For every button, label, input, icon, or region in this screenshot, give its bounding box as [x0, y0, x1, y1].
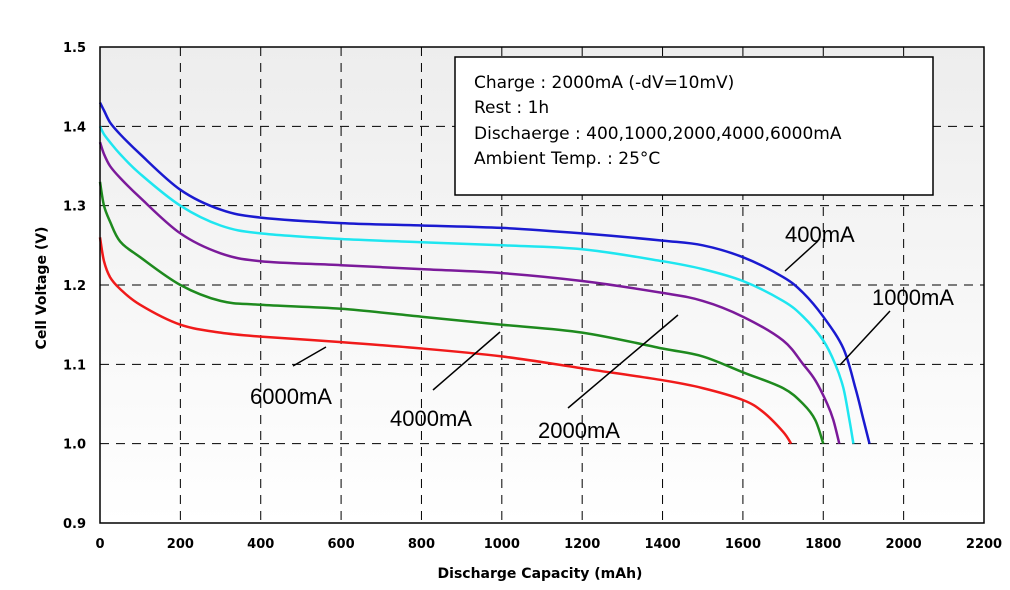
- y-axis-title: Cell Voltage (V): [34, 227, 50, 350]
- x-tick-label: 1400: [644, 537, 680, 552]
- axis-ticks: 0 200 400 600 800 1000 1200 1400 1600 1800 2000 220…: [63, 41, 1002, 552]
- y-tick-label: 1.1: [63, 358, 86, 373]
- y-tick-label: 1.4: [63, 120, 86, 135]
- x-axis-title: Discharge Capacity (mAh): [438, 566, 643, 582]
- x-tick-label: 1600: [725, 537, 761, 552]
- note-discharge: Dischaerge : 400,1000,2000,4000,6000mA: [474, 124, 842, 144]
- x-tick-label: 0: [95, 537, 104, 552]
- label-leader-line: [567, 314, 679, 409]
- x-tick-label: 2000: [886, 537, 922, 552]
- x-tick-label: 1800: [805, 537, 841, 552]
- x-tick-label: 1000: [484, 537, 520, 552]
- label-leader-line: [292, 346, 327, 367]
- series-line-4000mA: [98, 181, 825, 445]
- x-tick-label: 400: [247, 537, 274, 552]
- y-tick-label: 1.3: [63, 200, 86, 215]
- x-tick-label: 1200: [564, 537, 600, 552]
- plot-border: [99, 46, 985, 524]
- series-line-2000mA: [98, 141, 841, 445]
- label-leader-line: [784, 240, 819, 272]
- y-tick-label: 1.5: [63, 41, 86, 56]
- series-labels: 400mA 1000mA 2000mA 4000mA 6000mA: [250, 222, 954, 443]
- x-tick-label: 600: [328, 537, 355, 552]
- x-tick-label: 200: [167, 537, 194, 552]
- x-tick-label: 800: [408, 537, 435, 552]
- series-line-6000mA: [98, 237, 793, 445]
- note-ambient-temp: Ambient Temp. : 25°C: [474, 149, 660, 169]
- y-tick-label: 1.0: [63, 438, 86, 453]
- label-leaders: [292, 240, 891, 409]
- series-label-400mA: 400mA: [785, 222, 855, 247]
- label-leader-line: [839, 310, 891, 366]
- series-line-400mA: [98, 101, 871, 445]
- conditions-box: Charge : 2000mA (-dV=10mV) Rest : 1h Dis…: [454, 56, 934, 196]
- y-tick-label: 1.2: [63, 279, 86, 294]
- series-line-1000mA: [98, 125, 855, 444]
- note-charge: Charge : 2000mA (-dV=10mV): [474, 73, 734, 93]
- series-label-2000mA: 2000mA: [538, 418, 620, 443]
- series-lines: [98, 101, 871, 445]
- series-label-1000mA: 1000mA: [872, 285, 954, 310]
- x-tick-label: 2200: [966, 537, 1002, 552]
- label-leader-line: [432, 331, 501, 391]
- y-tick-label: 0.9: [63, 517, 86, 532]
- series-label-6000mA: 6000mA: [250, 384, 332, 409]
- series-label-4000mA: 4000mA: [390, 406, 472, 431]
- note-rest: Rest : 1h: [474, 98, 549, 118]
